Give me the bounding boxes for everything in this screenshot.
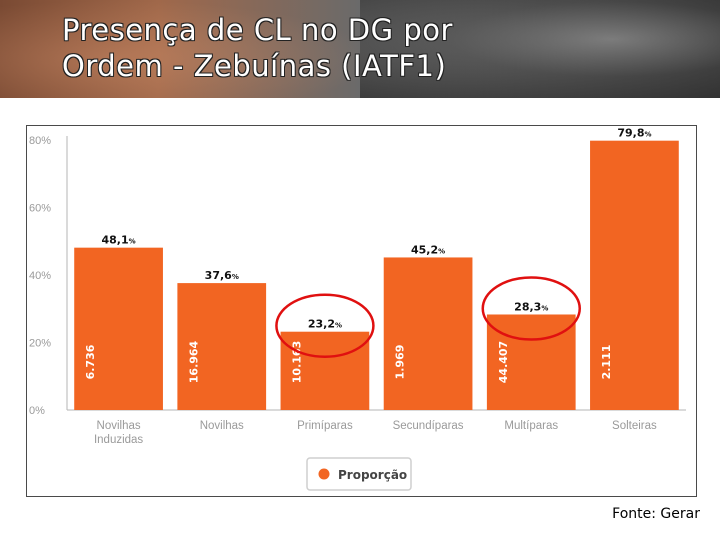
highlight-circle	[481, 276, 581, 341]
x-tick-label: Induzidas	[94, 434, 143, 446]
bar	[486, 314, 576, 410]
value-label: 37,6%	[205, 269, 239, 282]
count-label: 2.111	[600, 345, 613, 380]
bar	[590, 140, 679, 411]
y-tick-label: 20%	[29, 338, 51, 350]
x-tick-label: Solteiras	[612, 420, 657, 432]
value-label: 48,1%	[102, 234, 136, 247]
legend-swatch	[318, 468, 330, 480]
y-tick-label: 60%	[29, 203, 51, 215]
count-label: 44.407	[497, 341, 510, 383]
count-label: 10.163	[291, 341, 304, 383]
value-label: 45,2%	[411, 243, 445, 256]
header-photo-right	[360, 0, 720, 98]
bar	[74, 247, 163, 410]
x-tick-label: Novilhas	[97, 420, 141, 432]
y-tick-label: 40%	[29, 270, 51, 282]
bar	[177, 283, 267, 410]
x-tick-label: Novilhas	[200, 420, 244, 432]
header-photo-left	[0, 0, 380, 98]
bar	[280, 331, 370, 410]
value-label: 23,2%	[308, 318, 342, 331]
x-tick-label: Multíparas	[504, 420, 558, 432]
count-label: 1.969	[394, 345, 407, 380]
title-line-2: Ordem - Zebuínas (IATF1)	[62, 49, 447, 83]
title-line-1: Presença de CL no DG por	[62, 13, 453, 47]
header-banner	[0, 0, 720, 98]
page-title: Presença de CL no DG por Ordem - Zebuína…	[62, 12, 582, 84]
y-tick-label: 0%	[29, 405, 45, 417]
count-label: 16.964	[187, 340, 200, 383]
legend-label: Proporção	[338, 468, 407, 482]
value-label: 28,3%	[514, 300, 548, 313]
value-label: 79,8%	[617, 127, 651, 140]
chart-frame: 0% 20% 40% 60% 80% 48,1% 6.736 Novilhas Induzida…	[26, 125, 697, 497]
legend-box	[306, 457, 412, 491]
bar-chart: 0% 20% 40% 60% 80% 48,1% 6.736 Novilhas Induzida…	[29, 127, 686, 491]
bar	[383, 257, 473, 410]
x-tick-label: Primíparas	[297, 420, 353, 432]
source-note: Fonte: Gerar	[612, 506, 700, 522]
x-tick-label: Secundíparas	[393, 420, 464, 432]
count-label: 6.736	[84, 344, 97, 379]
highlight-circle	[275, 293, 375, 358]
y-tick-label: 80%	[29, 135, 51, 147]
